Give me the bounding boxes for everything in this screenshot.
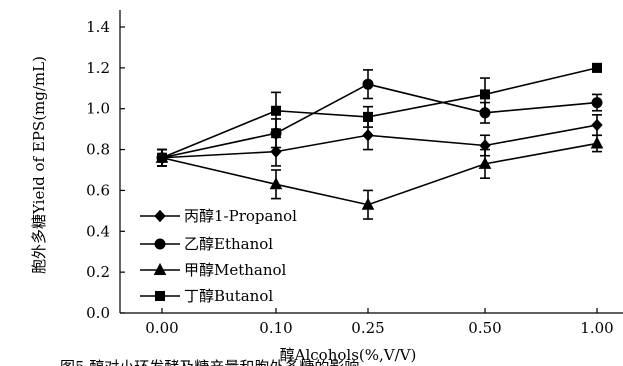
y-ticks: 0.0 0.2 0.4 0.6 0.8 1.0 1.2 1.4 <box>86 18 125 322</box>
data-point <box>157 152 167 163</box>
data-point <box>362 129 374 142</box>
data-point <box>269 177 283 190</box>
y-tick-label: 0.4 <box>86 222 110 240</box>
data-point <box>362 78 374 90</box>
legend-label: 甲醇Methanol <box>184 261 287 279</box>
data-point <box>590 136 604 149</box>
legend-marker <box>154 238 166 250</box>
data-point <box>478 156 492 169</box>
x-tick-label: 0.10 <box>259 319 292 337</box>
legend: 丙醇1-Propanol 乙醇Ethanol 甲醇Methanol 丁醇Butanol <box>140 207 297 305</box>
data-point <box>591 118 603 132</box>
x-tick-label: 0.25 <box>351 319 384 337</box>
legend-label: 丙醇1-Propanol <box>184 207 297 225</box>
x-tick-label: 0.00 <box>145 319 178 337</box>
figure-caption: 图5 醇对小环发酵及糖产量和胞外多糖的影响 <box>60 358 359 366</box>
x-ticks: 0.00 0.10 0.25 0.50 1.00 <box>145 308 614 337</box>
series-triangle <box>155 134 604 220</box>
legend-item: 甲醇Methanol <box>140 261 287 279</box>
legend-marker <box>155 291 165 301</box>
data-point <box>480 89 490 100</box>
y-tick-label: 0.6 <box>86 181 110 199</box>
y-tick-label: 1.2 <box>86 59 110 77</box>
data-point <box>270 145 282 158</box>
x-tick-label: 1.00 <box>580 319 613 337</box>
series-square <box>157 62 602 167</box>
series-line <box>161 142 598 206</box>
data-point <box>592 62 602 73</box>
series-group <box>155 62 604 220</box>
y-tick-label: 1.0 <box>86 100 110 118</box>
data-point <box>361 197 375 210</box>
y-tick-label: 0.0 <box>86 304 110 322</box>
series-diamond <box>156 114 603 167</box>
legend-marker <box>153 262 167 275</box>
legend-label: 乙醇Ethanol <box>184 235 273 253</box>
series-line <box>161 83 598 159</box>
data-point <box>363 111 373 122</box>
series-circle <box>156 69 603 167</box>
y-axis-title: 胞外多糖Yield of EPS(mg/mL) <box>30 56 48 274</box>
legend-item: 乙醇Ethanol <box>140 235 273 253</box>
axes <box>119 10 623 314</box>
y-tick-label: 0.2 <box>86 263 110 281</box>
data-point <box>591 97 603 109</box>
legend-marker <box>154 209 166 223</box>
x-axis-title: 醇Alcohols(%,V/V) <box>280 346 417 364</box>
x-tick-label: 0.50 <box>468 319 501 337</box>
y-tick-label: 0.8 <box>86 141 110 159</box>
series-line <box>161 124 598 159</box>
legend-item: 丙醇1-Propanol <box>140 207 297 225</box>
legend-item: 丁醇Butanol <box>140 287 273 305</box>
data-point <box>271 105 281 116</box>
legend-label: 丁醇Butanol <box>184 287 273 305</box>
y-tick-label: 1.4 <box>86 18 110 36</box>
